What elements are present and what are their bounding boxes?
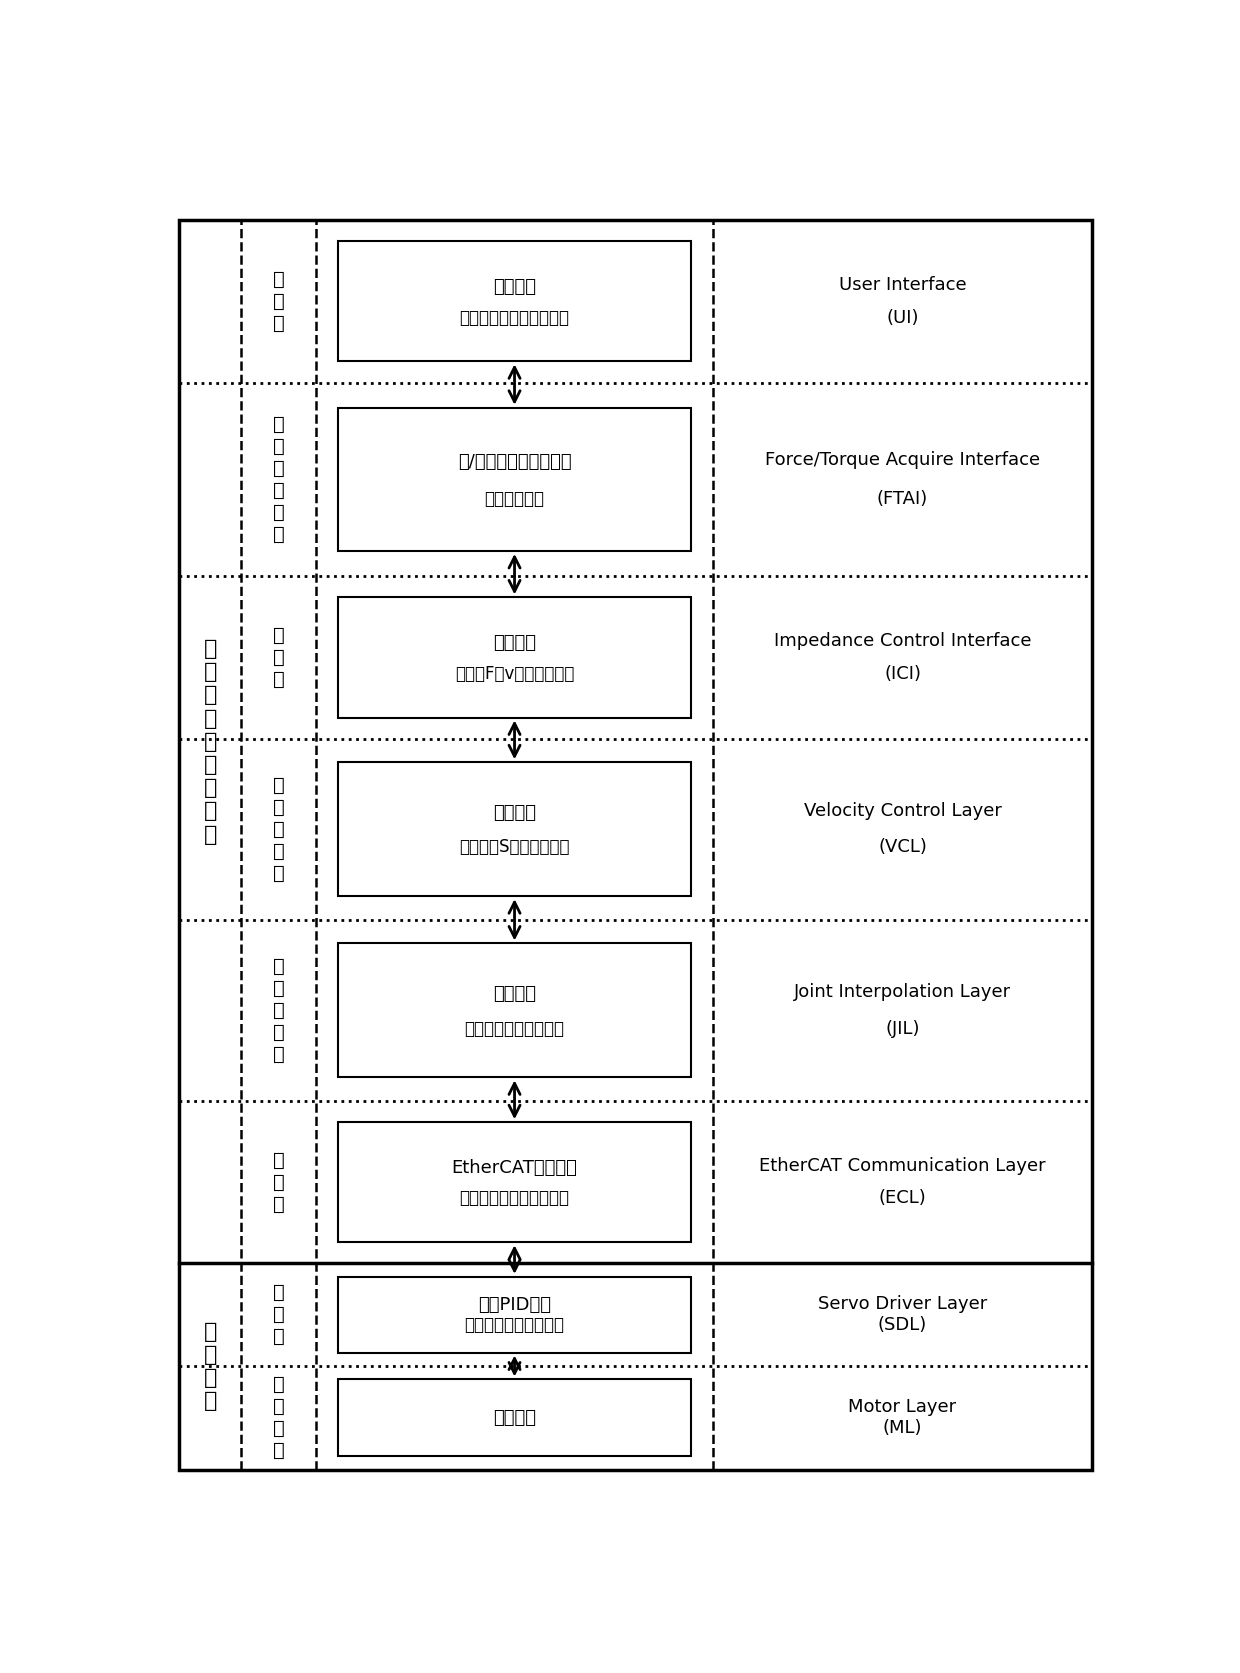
Text: （建立F与v的变换关系）: （建立F与v的变换关系）: [455, 664, 574, 683]
Text: Force/Torque Acquire Interface: Force/Torque Acquire Interface: [765, 452, 1040, 468]
Text: Motor Layer: Motor Layer: [848, 1399, 956, 1417]
Bar: [337, 597, 691, 718]
Bar: [337, 1123, 691, 1243]
Text: （位置、速度和电流）: （位置、速度和电流）: [465, 1317, 564, 1333]
Text: EtherCAT总线通讯: EtherCAT总线通讯: [451, 1159, 578, 1176]
Text: EtherCAT Communication Layer: EtherCAT Communication Layer: [759, 1158, 1045, 1174]
Bar: [337, 944, 691, 1077]
Bar: [337, 408, 691, 550]
Bar: [337, 763, 691, 897]
Text: Joint Interpolation Layer: Joint Interpolation Layer: [794, 984, 1011, 1002]
Text: 伺
服
系
统: 伺 服 系 统: [203, 1322, 217, 1412]
Text: 用户接口: 用户接口: [494, 278, 536, 296]
Text: （机器人柔性参数设置）: （机器人柔性参数设置）: [460, 308, 569, 326]
Text: (SDL): (SDL): [878, 1317, 928, 1333]
Text: (ICI): (ICI): [884, 664, 921, 683]
Text: User Interface: User Interface: [838, 276, 966, 294]
Text: 伺
服
电
机: 伺 服 电 机: [273, 1375, 284, 1461]
Text: 力/力矩信号采集和处理: 力/力矩信号采集和处理: [458, 453, 572, 470]
Text: 力
信
号
采
集
层: 力 信 号 采 集 层: [273, 415, 284, 544]
Text: （变形的S型速度曲线）: （变形的S型速度曲线）: [459, 838, 570, 857]
Text: （关节角度转为脉冲量）: （关节角度转为脉冲量）: [460, 1190, 569, 1208]
Text: 通
讯
层: 通 讯 层: [273, 1151, 284, 1213]
Text: (ML): (ML): [883, 1419, 923, 1437]
Text: (FTAI): (FTAI): [877, 490, 929, 507]
Text: (JIL): (JIL): [885, 1019, 920, 1037]
Text: Servo Driver Layer: Servo Driver Layer: [818, 1295, 987, 1313]
Text: 用
户
层: 用 户 层: [273, 269, 284, 333]
Text: 关
节
插
补
层: 关 节 插 补 层: [273, 957, 284, 1064]
Text: 伺服PID闭环: 伺服PID闭环: [479, 1297, 551, 1315]
Text: 速度控制: 速度控制: [494, 805, 536, 821]
Text: Velocity Control Layer: Velocity Control Layer: [804, 801, 1002, 820]
Text: 关节插补: 关节插补: [494, 985, 536, 1004]
Text: 阻
抗
层: 阻 抗 层: [273, 626, 284, 689]
Text: (ECL): (ECL): [879, 1190, 926, 1208]
Text: （等时插补同步控制）: （等时插补同步控制）: [465, 1019, 564, 1037]
Text: 开
放
式
机
器
人
控
制
器: 开 放 式 机 器 人 控 制 器: [203, 639, 217, 845]
Text: (UI): (UI): [887, 308, 919, 326]
Text: 速
度
控
制
层: 速 度 控 制 层: [273, 776, 284, 883]
Text: (VCL): (VCL): [878, 838, 928, 857]
Text: 伺
服
层: 伺 服 层: [273, 1283, 284, 1347]
Bar: [337, 1380, 691, 1456]
Text: 阻抗模型: 阻抗模型: [494, 634, 536, 652]
Bar: [337, 241, 691, 361]
Bar: [337, 1276, 691, 1352]
Text: 伺服电机: 伺服电机: [494, 1409, 536, 1427]
Text: （重力补偿）: （重力补偿）: [485, 490, 544, 507]
Text: Impedance Control Interface: Impedance Control Interface: [774, 632, 1032, 651]
